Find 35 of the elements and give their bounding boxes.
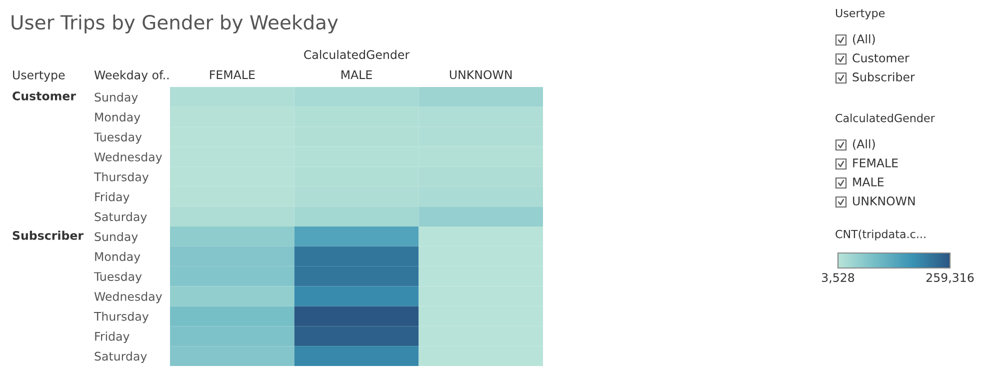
y2-axis-title: Usertype — [13, 70, 65, 82]
y-tick-label: Friday — [95, 332, 130, 344]
chart-title: User Trips by Gender by Weekday — [12, 14, 338, 34]
text: CalculatedGender — [836, 114, 935, 122]
y-tick-label: Saturday — [94, 352, 147, 363]
text: (All) — [853, 34, 875, 45]
x-tick-label: FEMALE — [210, 70, 255, 79]
y-tick-label: Thursday — [94, 312, 149, 324]
y-tick-label: Wednesday — [94, 292, 162, 304]
y-tick-label: Tuesday — [94, 132, 142, 144]
y-tick-label: Sunday — [94, 232, 138, 244]
text: Customer — [852, 53, 910, 62]
y-tick-label: Saturday — [94, 212, 147, 224]
y-tick-label: Monday — [95, 112, 140, 124]
color-bar-label: 3,528 — [822, 273, 854, 284]
y-tick-label: Thursday — [94, 172, 149, 184]
x-tick-label: MALE — [342, 70, 372, 79]
color-bar-label: 259,316 — [926, 273, 974, 284]
text: FEMALE — [853, 158, 898, 168]
y2-tick-label: Customer — [12, 91, 76, 100]
y-tick-label: Wednesday — [94, 152, 162, 164]
text: Subscriber — [852, 72, 915, 82]
color-bar-title: CNT(tripdata.c... — [836, 230, 926, 240]
x-tick-label: UNKNOWN — [450, 70, 512, 80]
x-axis-title: CalculatedGender — [304, 50, 410, 60]
y-tick-label: Friday — [95, 192, 130, 204]
text: Usertype — [836, 8, 885, 20]
text: MALE — [853, 178, 884, 186]
text: UNKNOWN — [853, 196, 915, 206]
text: (All) — [853, 139, 875, 150]
y2-tick-label: Subscriber — [12, 230, 84, 240]
y-tick-label: Sunday — [94, 92, 138, 104]
y-tick-label: Tuesday — [94, 272, 142, 284]
y-tick-label: Monday — [95, 252, 140, 264]
y-axis-title: Weekday of.. — [94, 70, 169, 82]
